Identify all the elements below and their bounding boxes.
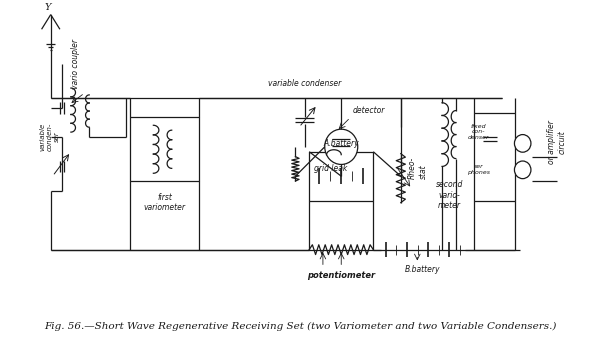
Circle shape bbox=[514, 161, 531, 179]
Text: ser
phones: ser phones bbox=[467, 164, 490, 175]
Circle shape bbox=[514, 135, 531, 152]
Text: fixed
con-
denser: fixed con- denser bbox=[468, 124, 490, 140]
Text: Y: Y bbox=[45, 3, 51, 12]
Text: detector: detector bbox=[352, 106, 385, 116]
Text: variable condenser: variable condenser bbox=[268, 79, 341, 88]
Bar bbox=[474, 112, 515, 201]
Text: Fig. 56.—Short Wave Regenerative Receiving Set (two Variometer and two Variable : Fig. 56.—Short Wave Regenerative Receivi… bbox=[44, 321, 556, 331]
Text: or amplifier
circuit: or amplifier circuit bbox=[547, 120, 566, 164]
Text: first
variometer: first variometer bbox=[144, 193, 186, 212]
Circle shape bbox=[325, 129, 358, 164]
Text: second
vario-
meter: second vario- meter bbox=[436, 180, 463, 210]
Bar bbox=[130, 117, 199, 181]
Text: Rheo-
stat: Rheo- stat bbox=[408, 157, 428, 179]
Text: variable
conden-
ser: variable conden- ser bbox=[40, 123, 60, 151]
Bar bbox=[309, 152, 373, 201]
Text: potentiometer: potentiometer bbox=[307, 271, 376, 280]
Text: B.battery: B.battery bbox=[405, 265, 440, 274]
Text: A.battery: A.battery bbox=[323, 139, 359, 148]
Text: vario coupler: vario coupler bbox=[71, 38, 80, 89]
Text: grid leak: grid leak bbox=[314, 164, 347, 173]
